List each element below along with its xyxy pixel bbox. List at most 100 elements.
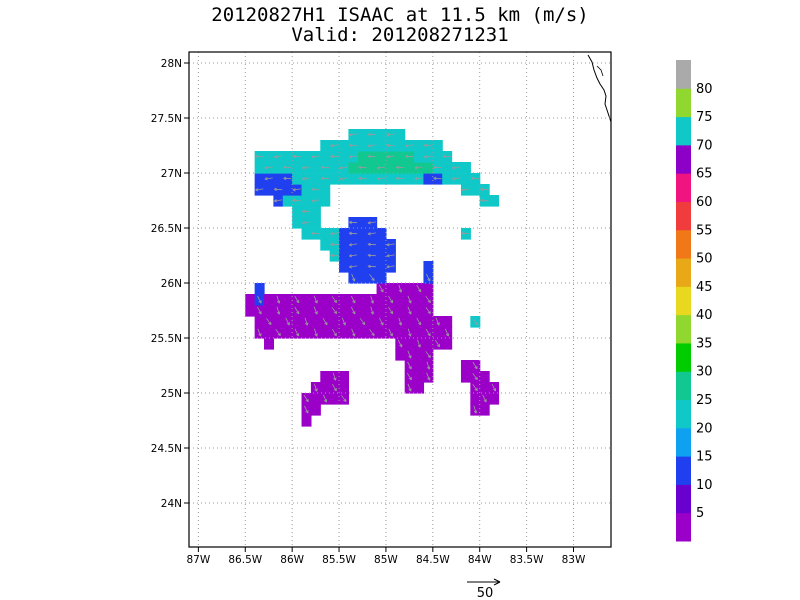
field-cell (395, 305, 406, 317)
wind-arrow (348, 243, 358, 247)
wind-arrow (482, 394, 487, 403)
wind-arrow (414, 166, 423, 170)
field-cell (414, 140, 425, 152)
colorbar-label: 80 (696, 82, 713, 97)
colorbar-label: 40 (696, 308, 713, 323)
field-cell (339, 371, 350, 383)
field-cell (460, 371, 471, 383)
plot-frame (188, 51, 612, 548)
wind-arrow (273, 187, 283, 192)
wind-arrow (461, 231, 470, 236)
wind-arrow (294, 328, 300, 337)
field-cell (264, 184, 274, 196)
field-cell (376, 250, 387, 262)
wind-arrow (377, 177, 386, 181)
colorbar-label: 5 (696, 506, 704, 521)
field-cell (357, 129, 368, 141)
wind-arrow (425, 307, 431, 315)
colorbar-label: 65 (696, 167, 713, 182)
wind-arrow (331, 383, 337, 392)
wind-arrow (332, 372, 337, 381)
wind-arrow (257, 306, 262, 315)
wind-arrow (339, 166, 348, 170)
wind-arrow (348, 254, 358, 258)
field-cell (245, 305, 256, 317)
wind-arrow (311, 199, 320, 203)
colorbar-swatch (676, 116, 691, 146)
wind-arrow (367, 253, 376, 258)
wind-arrow (406, 372, 412, 381)
field-cell (376, 151, 387, 163)
x-tick-label: 87W (187, 554, 211, 566)
field-cell (442, 173, 453, 185)
field-cell (414, 294, 425, 306)
wind-arrow (386, 133, 395, 137)
wind-arrow (331, 328, 337, 337)
wind-arrow (480, 198, 489, 203)
wind-arrow (472, 384, 478, 392)
field-cell (310, 206, 321, 218)
colorbar-swatch (676, 88, 691, 118)
colorbar-swatch (676, 314, 691, 344)
colorbar-label: 25 (696, 393, 713, 408)
field-cell (460, 162, 471, 174)
wind-arrow (473, 405, 478, 414)
wind-arrow (367, 144, 376, 148)
field-cell (367, 316, 378, 328)
wind-arrow (369, 274, 375, 282)
wind-arrow (330, 144, 339, 148)
field-cell (320, 327, 331, 339)
wind-arrow (407, 361, 412, 370)
wind-arrow (398, 284, 403, 293)
wind-arrow (294, 295, 300, 304)
field-cell (442, 316, 453, 328)
x-tick-label: 86.5W (228, 554, 262, 566)
field-cell (339, 382, 350, 394)
wind-arrow (358, 176, 367, 181)
field-cell (329, 162, 340, 174)
wind-arrow (341, 395, 347, 403)
wind-arrow (369, 329, 375, 337)
wind-arrow (407, 328, 412, 337)
wind-arrow (407, 306, 412, 315)
field-cell (320, 151, 331, 163)
y-tick-label: 24N (161, 498, 182, 510)
wind-arrow (330, 154, 339, 159)
wind-arrow (461, 188, 470, 192)
colorbar-swatch (676, 512, 691, 542)
wind-arrow (445, 328, 450, 337)
field-cell (357, 305, 368, 317)
wind-arrow (417, 339, 421, 348)
wind-arrow (257, 328, 262, 337)
field-cell (404, 338, 415, 350)
colorbar-label: 55 (696, 223, 713, 238)
wind-arrow (425, 296, 431, 304)
field-cell (357, 272, 368, 284)
wind-arrow (472, 318, 478, 326)
field-cell (339, 140, 350, 152)
wind-arrow (255, 154, 264, 159)
field-cell (423, 338, 434, 350)
wind-arrow (314, 383, 318, 392)
wind-arrow (386, 243, 395, 247)
field-cell (376, 129, 387, 141)
wind-arrow (331, 296, 338, 304)
colorbar-label: 70 (696, 138, 713, 153)
x-tick-label: 83.5W (510, 554, 544, 566)
vector-scale: 50 (467, 578, 501, 600)
wind-arrow (367, 232, 376, 236)
field-cell (310, 393, 321, 405)
wind-arrow (255, 188, 264, 192)
colorbar-swatch (676, 427, 691, 457)
wind-arrow (313, 306, 318, 315)
wind-arrow (323, 394, 328, 403)
y-axis: 28N 27.5N 27N 26.5N 26N 25.5N 25N 24.5N 24N (151, 58, 189, 510)
field-cell (301, 184, 312, 196)
wind-arrow (367, 264, 376, 269)
wind-arrow (283, 165, 292, 170)
wind-arrow (377, 166, 386, 170)
field-cell (357, 228, 368, 240)
field-cell (310, 173, 321, 185)
colorbar-label: 15 (696, 450, 713, 465)
